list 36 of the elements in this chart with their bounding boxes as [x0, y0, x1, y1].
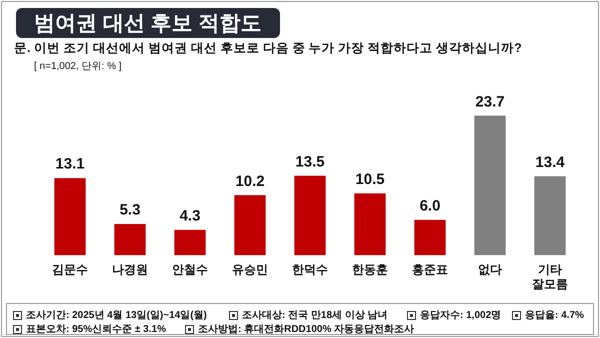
- bar: [474, 116, 506, 256]
- x-tick-label: 김문수: [52, 262, 88, 277]
- data-label: 23.7: [475, 93, 505, 110]
- data-label: 5.3: [120, 202, 140, 219]
- x-tick-label: 한덕수: [292, 262, 328, 277]
- x-tick-label: 홍준표: [412, 262, 448, 277]
- bar: [414, 220, 446, 256]
- text: 조사방법: 휴대전화RDD100% 자동응답전화조사: [198, 323, 414, 336]
- x-tick-label: 유승민: [232, 262, 268, 277]
- bar: [174, 230, 206, 256]
- data-label: 13.5: [295, 153, 325, 170]
- text: [ n=1,002, 단위: % ]: [34, 60, 122, 73]
- x-tick-label: 한동훈: [352, 262, 388, 277]
- text: 응답율: 4.7%: [525, 309, 584, 322]
- bar: [234, 195, 266, 256]
- data-label: 10.5: [355, 171, 385, 188]
- x-tick-label: 없다: [478, 262, 502, 277]
- chart-subtitle: 문. 이번 조기 대선에서 범여권 대선 후보로 다음 중 누가 가장 적합하다고 생각하십니까?: [14, 40, 522, 57]
- bar: [534, 176, 566, 256]
- text: 조사대상: 전국 만18세 이상 남녀: [242, 309, 388, 322]
- data-label: 13.4: [535, 154, 566, 171]
- chart-title: 범여권 대선 후보 적합도: [16, 8, 280, 38]
- text: 응답자수: 1,002명: [420, 309, 502, 322]
- data-label: 13.1: [55, 156, 85, 173]
- x-tick-label: 안철수: [172, 262, 208, 277]
- bar: [294, 176, 326, 256]
- data-label: 4.3: [180, 208, 200, 225]
- bar: [54, 178, 86, 256]
- x-tick-label: 기타 잘모름: [532, 262, 568, 292]
- text: 조사기간: 2025년 4월 13일(일)~14일(월): [26, 309, 207, 322]
- x-tick-label: 나경원: [112, 262, 148, 277]
- bar: [354, 193, 386, 256]
- data-label: 10.2: [235, 172, 265, 190]
- data-label: 6.0: [420, 198, 440, 215]
- text: 표본오차: 95%신뢰수준 ± 3.1%: [26, 323, 166, 336]
- bar: [114, 224, 146, 256]
